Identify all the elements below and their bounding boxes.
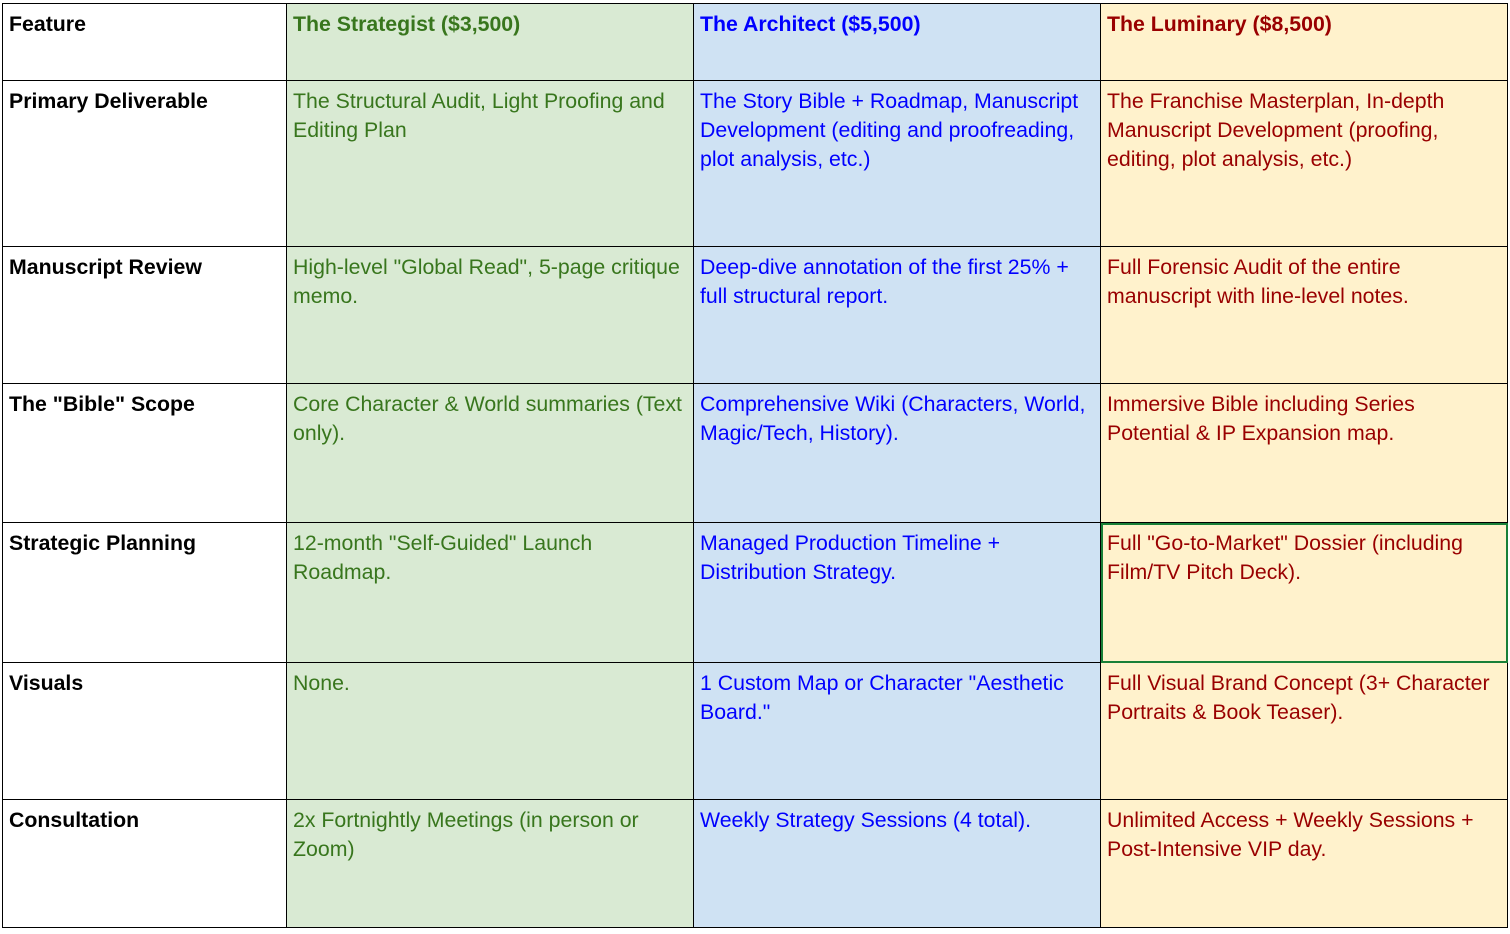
luminary-cell[interactable]: Full Visual Brand Concept (3+ Character … [1100, 662, 1508, 800]
luminary-cell[interactable]: Unlimited Access + Weekly Sessions + Pos… [1100, 799, 1508, 928]
table-row-manuscript-review: Manuscript Review High-level "Global Rea… [2, 246, 1508, 384]
feature-cell[interactable]: The "Bible" Scope [2, 383, 287, 523]
comparison-table: Feature The Strategist ($3,500) The Arch… [2, 3, 1508, 928]
architect-cell[interactable]: The Story Bible + Roadmap, Manuscript De… [693, 80, 1101, 247]
feature-cell[interactable]: Visuals [2, 662, 287, 800]
header-feature-cell[interactable]: Feature [2, 3, 287, 81]
strategist-cell[interactable]: Core Character & World summaries (Text o… [286, 383, 694, 523]
strategist-cell[interactable]: 2x Fortnightly Meetings (in person or Zo… [286, 799, 694, 928]
strategist-cell[interactable]: High-level "Global Read", 5-page critiqu… [286, 246, 694, 384]
header-row: Feature The Strategist ($3,500) The Arch… [2, 3, 1508, 81]
feature-cell[interactable]: Manuscript Review [2, 246, 287, 384]
architect-cell[interactable]: Comprehensive Wiki (Characters, World, M… [693, 383, 1101, 523]
table-row-visuals: Visuals None. 1 Custom Map or Character … [2, 662, 1508, 800]
luminary-cell[interactable]: Immersive Bible including Series Potenti… [1100, 383, 1508, 523]
luminary-cell[interactable]: Full Forensic Audit of the entire manusc… [1100, 246, 1508, 384]
table-row-strategic-planning: Strategic Planning 12-month "Self-Guided… [2, 522, 1508, 663]
architect-cell[interactable]: 1 Custom Map or Character "Aesthetic Boa… [693, 662, 1101, 800]
luminary-cell-selected[interactable]: Full "Go-to-Market" Dossier (including F… [1100, 522, 1508, 663]
table-row-bible-scope: The "Bible" Scope Core Character & World… [2, 383, 1508, 523]
architect-cell[interactable]: Deep-dive annotation of the first 25% + … [693, 246, 1101, 384]
strategist-cell[interactable]: The Structural Audit, Light Proofing and… [286, 80, 694, 247]
luminary-cell[interactable]: The Franchise Masterplan, In-depth Manus… [1100, 80, 1508, 247]
architect-cell[interactable]: Managed Production Timeline + Distributi… [693, 522, 1101, 663]
header-strategist-cell[interactable]: The Strategist ($3,500) [286, 3, 694, 81]
table-row-primary-deliverable: Primary Deliverable The Structural Audit… [2, 80, 1508, 247]
strategist-cell[interactable]: 12-month "Self-Guided" Launch Roadmap. [286, 522, 694, 663]
table-row-consultation: Consultation 2x Fortnightly Meetings (in… [2, 799, 1508, 928]
feature-cell[interactable]: Consultation [2, 799, 287, 928]
feature-cell[interactable]: Primary Deliverable [2, 80, 287, 247]
architect-cell[interactable]: Weekly Strategy Sessions (4 total). [693, 799, 1101, 928]
header-architect-cell[interactable]: The Architect ($5,500) [693, 3, 1101, 81]
feature-cell[interactable]: Strategic Planning [2, 522, 287, 663]
header-luminary-cell[interactable]: The Luminary ($8,500) [1100, 3, 1508, 81]
strategist-cell[interactable]: None. [286, 662, 694, 800]
